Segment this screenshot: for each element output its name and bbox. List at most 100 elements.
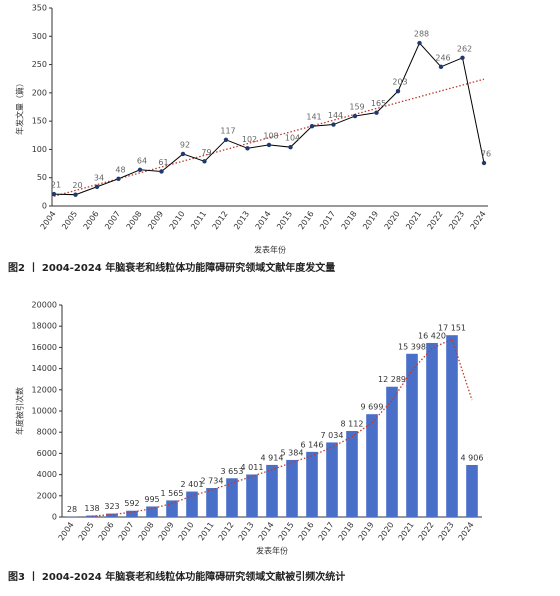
x-tick-label: 2008 [137,520,156,542]
y-tick-label: 200 [32,88,47,97]
x-tick-label: 2009 [157,520,176,542]
data-label: 79 [201,148,211,157]
data-label: 165 [371,99,386,108]
data-label: 144 [328,111,343,120]
y-tick-label: 14000 [32,364,57,373]
x-tick-label: 2011 [189,209,208,231]
x-tick-label: 2022 [417,520,436,542]
data-label: 7 034 [321,431,344,440]
x-tick-label: 2018 [340,209,359,231]
data-label: 76 [481,150,491,159]
x-tick-label: 2010 [177,520,196,542]
data-label: 4 906 [461,453,484,462]
data-label: 592 [124,499,139,508]
data-label: 117 [220,126,235,135]
data-label: 20 [72,181,82,190]
x-tick-label: 2016 [297,520,316,542]
data-label: 12 289 [378,375,406,384]
data-point [331,122,336,127]
data-point [159,169,164,174]
x-axis-label: 发表年份 [256,546,288,556]
data-label: 64 [137,156,147,165]
data-point [94,184,100,189]
bar [426,342,438,517]
x-tick-label: 2010 [168,209,187,231]
x-tick-label: 2004 [57,520,76,542]
y-tick-label: 150 [32,117,47,126]
trend-line [53,78,485,197]
data-label: 246 [435,53,450,62]
data-label: 108 [263,131,278,140]
y-tick-label: 100 [32,145,47,154]
x-tick-label: 2021 [397,520,416,542]
data-point [395,88,401,94]
data-label: 6 146 [301,440,324,449]
bar [326,442,338,517]
data-label: 159 [349,103,364,112]
data-label: 61 [158,158,168,167]
y-tick-label: 50 [37,173,47,182]
bar [166,500,178,517]
y-tick-label: 300 [32,32,47,41]
y-tick-label: 8000 [37,428,57,437]
data-label: 15 398 [398,342,426,351]
data-point [266,142,272,148]
trend-line [91,338,473,517]
y-tick-label: 350 [32,4,47,13]
bar [146,506,158,517]
data-label: 102 [242,135,257,144]
bar [86,515,98,517]
x-tick-label: 2013 [237,520,256,542]
x-tick-label: 2007 [117,520,136,542]
x-tick-label: 2020 [383,209,402,231]
bar [466,464,478,517]
x-tick-label: 2020 [377,520,396,542]
y-tick-label: 250 [32,60,47,69]
y-axis-label: 年发文量（篇） [15,79,25,135]
bar [186,491,198,517]
x-tick-label: 2018 [337,520,356,542]
y-tick-label: 12000 [32,385,57,394]
bar [106,513,118,517]
data-label: 104 [285,134,300,143]
bar [366,414,378,517]
data-label: 3 653 [221,467,244,476]
x-tick-label: 2006 [97,520,116,542]
data-label: 16 420 [418,331,446,340]
bar [386,386,398,517]
bar [446,335,458,517]
data-label: 288 [414,30,429,39]
x-tick-label: 2007 [103,209,122,231]
data-point [116,176,121,182]
x-tick-label: 2015 [277,520,296,542]
y-tick-label: 0 [52,513,57,522]
data-label: 28 [67,505,77,514]
x-tick-label: 2015 [275,209,294,231]
x-tick-label: 2009 [146,209,165,231]
data-label: 48 [115,165,125,174]
x-tick-label: 2013 [232,209,251,231]
data-label: 203 [392,78,407,87]
x-tick-label: 2011 [197,520,216,542]
data-label: 262 [457,44,472,53]
x-tick-label: 2024 [457,520,476,542]
y-axis-label: 年度被引次数 [15,387,25,435]
data-label: 92 [180,140,190,149]
x-tick-label: 2017 [318,209,337,231]
x-axis-label: 发表年份 [254,245,286,255]
y-tick-label: 4000 [37,470,57,479]
bar [346,431,358,517]
x-tick-label: 2006 [82,209,101,231]
y-tick-label: 2000 [37,491,57,500]
data-point [245,146,250,151]
x-tick-label: 2021 [404,209,423,231]
data-label: 9 699 [361,403,384,412]
data-label: 17 151 [438,324,466,333]
data-label: 995 [144,495,159,504]
y-tick-label: 0 [42,202,47,211]
y-tick-label: 16000 [32,343,57,352]
data-point [352,113,358,119]
x-tick-label: 2012 [211,209,230,231]
data-label: 138 [84,504,99,513]
